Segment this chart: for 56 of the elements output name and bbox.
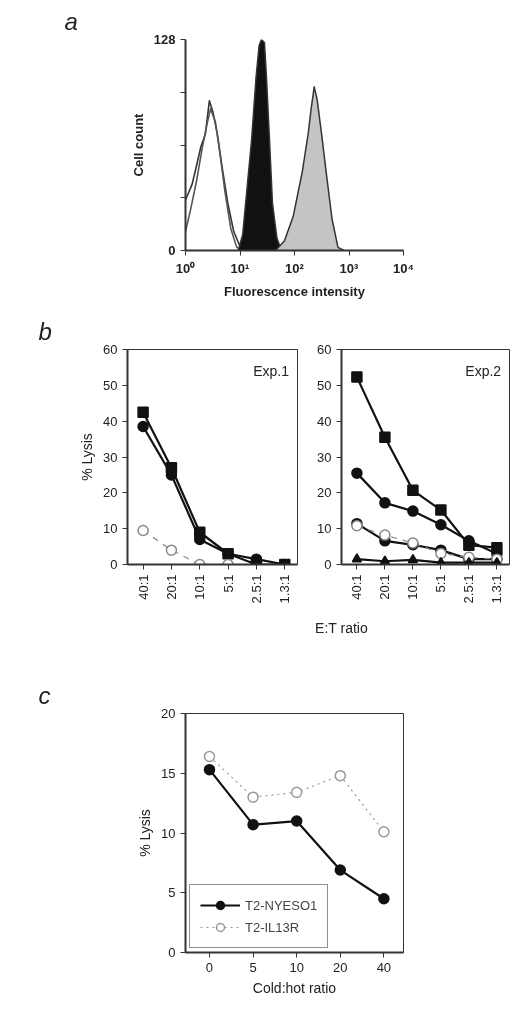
- y-tick-label: 40: [103, 413, 118, 429]
- x-tick-label: 10: [289, 959, 304, 975]
- y-tick-label: 50: [103, 377, 118, 393]
- y-tick-label: 20: [317, 485, 332, 501]
- x-tick-label: 1.3:1: [277, 574, 293, 604]
- annotation: Exp.1: [253, 363, 290, 379]
- y-tick-label: 40: [317, 413, 332, 429]
- x-tick-label: 5: [249, 959, 257, 975]
- x-tick-label: 20:1: [163, 574, 179, 600]
- y-tick-label: 60: [103, 342, 118, 357]
- x-tick-label: 5:1: [433, 574, 449, 593]
- y-axis-title: Cell count: [130, 112, 146, 177]
- legend-label: T2-NYESO1: [245, 897, 318, 913]
- x-tick-label: 10⁴: [393, 260, 414, 276]
- y-axis-title: % Lysis: [79, 433, 96, 481]
- y-tick-label: 60: [317, 342, 332, 357]
- x-tick-label: 2.5:1: [461, 574, 477, 604]
- y-tick-label: 10: [161, 825, 176, 841]
- y-tick-label: 30: [103, 449, 118, 465]
- x-tick-label: 40:1: [135, 574, 151, 600]
- y-tick-label: 10: [103, 521, 118, 537]
- chart-title: b: [38, 317, 52, 345]
- chart-title: c: [38, 681, 51, 709]
- y-tick-label: 20: [103, 485, 118, 501]
- x-tick-label: 10³: [339, 260, 360, 276]
- x-tick-label: 5:1: [220, 574, 236, 593]
- y-tick-label: 0: [168, 243, 176, 258]
- x-tick-label: 40: [376, 959, 392, 975]
- x-tick-label: 20: [333, 959, 348, 975]
- x-tick-label: 2.5:1: [248, 574, 264, 604]
- chart-title: a: [64, 7, 78, 35]
- y-tick-label: 0: [168, 945, 176, 960]
- x-tick-label: 10²: [285, 260, 305, 276]
- x-tick-label: 40:1: [349, 574, 365, 600]
- legend-label: T2-IL13R: [245, 919, 300, 935]
- y-tick-label: 20: [161, 706, 176, 721]
- y-tick-label: 50: [317, 377, 332, 393]
- x-axis-title: Cold:hot ratio: [252, 979, 337, 996]
- y-tick-label: 128: [153, 32, 176, 47]
- x-tick-label: 1.3:1: [489, 574, 505, 604]
- x-tick-label: 10⁰: [175, 260, 196, 276]
- y-tick-label: 0: [324, 557, 332, 572]
- x-axis-title: E:T ratio: [315, 620, 368, 637]
- annotation: Exp.2: [465, 363, 502, 379]
- x-tick-label: 20:1: [377, 574, 393, 600]
- y-axis-title: % Lysis: [137, 809, 154, 857]
- x-tick-label: 10:1: [405, 574, 421, 600]
- y-tick-label: 5: [168, 885, 176, 901]
- x-tick-label: 10¹: [230, 260, 250, 276]
- x-axis-title: Fluorescence intensity: [224, 283, 366, 299]
- y-tick-label: 10: [317, 521, 332, 537]
- y-tick-label: 0: [110, 557, 118, 572]
- y-tick-label: 15: [161, 765, 176, 781]
- y-tick-label: 30: [317, 449, 332, 465]
- x-tick-label: 0: [205, 959, 214, 975]
- x-tick-label: 10:1: [192, 574, 208, 600]
